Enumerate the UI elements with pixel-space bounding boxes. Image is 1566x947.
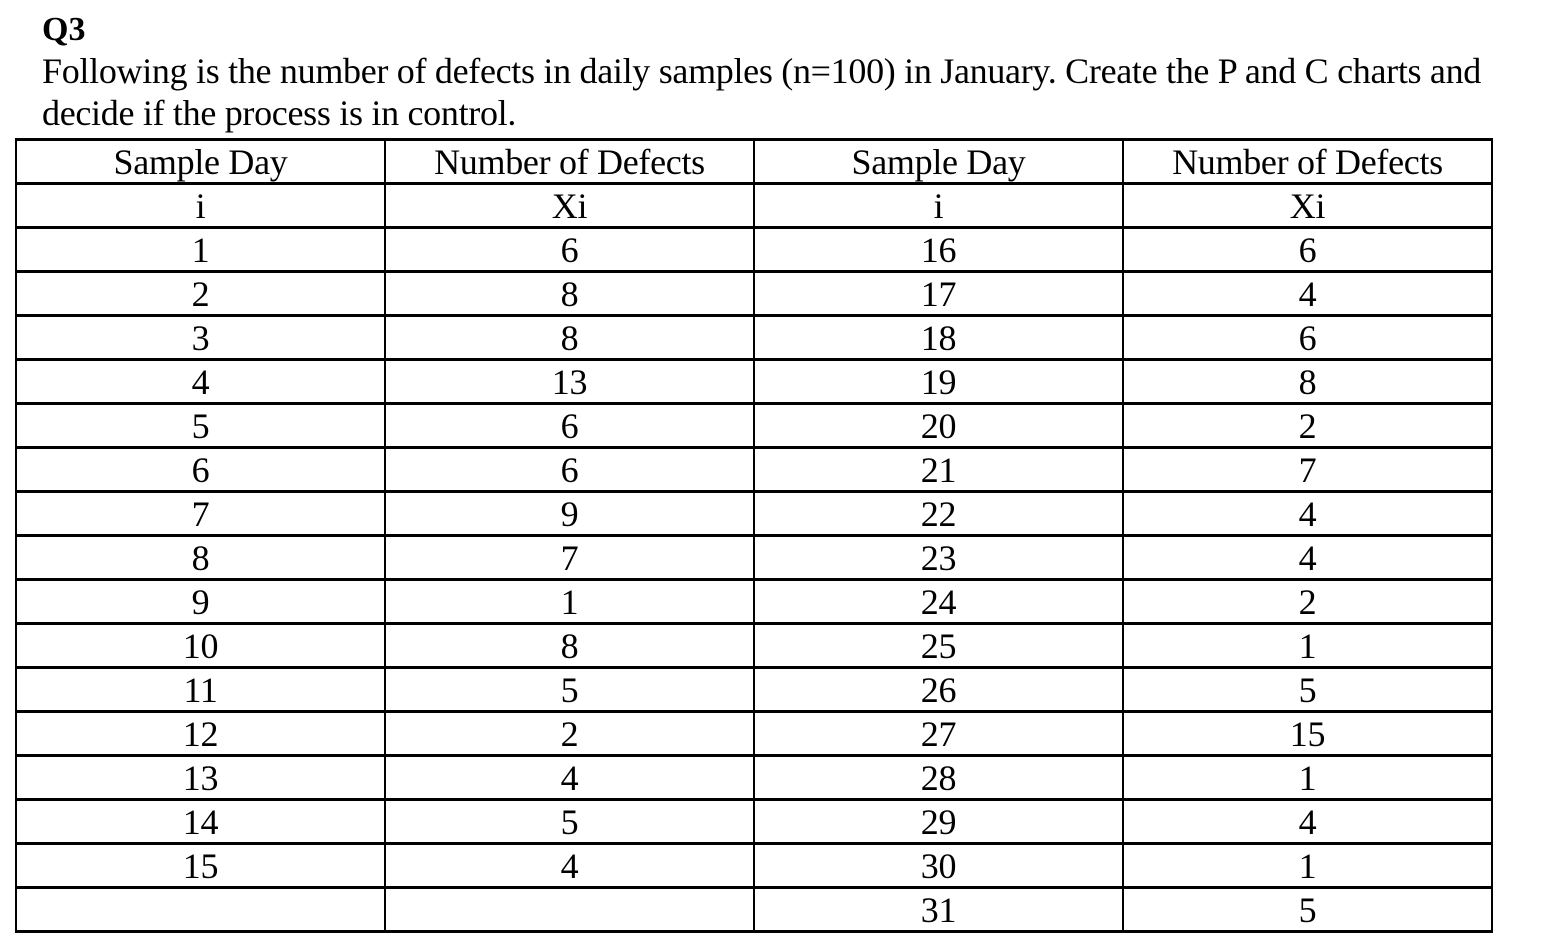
table-row: 8 7 23 4 <box>15 534 1493 581</box>
table-row: 12 2 27 15 <box>15 710 1493 757</box>
table-cell: 1 <box>384 578 755 625</box>
table-cell: 5 <box>384 666 755 713</box>
table-cell: 4 <box>1122 534 1493 581</box>
table-cell: 6 <box>384 226 755 273</box>
table-row: 11 5 26 5 <box>15 666 1493 713</box>
table-cell: 5 <box>1122 886 1493 933</box>
table-cell: 13 <box>384 358 755 405</box>
question-text-line-2: decide if the process is in control. <box>42 93 517 133</box>
table-row: 2 8 17 4 <box>15 270 1493 317</box>
table-cell: 8 <box>1122 358 1493 405</box>
table-cell: 17 <box>753 270 1124 317</box>
table-row: 9 1 24 2 <box>15 578 1493 625</box>
question-text-line-1: Following is the number of defects in da… <box>42 51 1482 91</box>
table-cell: 30 <box>753 842 1124 889</box>
table-cell: 6 <box>15 446 386 493</box>
table-row: 5 6 20 2 <box>15 402 1493 449</box>
column-header-defects-right: Number of Defects <box>1122 138 1493 185</box>
table-cell: 8 <box>384 270 755 317</box>
table-cell: 11 <box>15 666 386 713</box>
table-cell: 2 <box>1122 578 1493 625</box>
subheader-i-left: i <box>15 182 386 229</box>
table-cell: 13 <box>15 754 386 801</box>
table-cell: 2 <box>1122 402 1493 449</box>
table-cell: 8 <box>384 314 755 361</box>
table-cell <box>15 886 386 933</box>
table-cell: 7 <box>1122 446 1493 493</box>
table-cell: 1 <box>1122 622 1493 669</box>
table-cell: 6 <box>384 446 755 493</box>
table-cell: 14 <box>15 798 386 845</box>
table-cell: 4 <box>1122 798 1493 845</box>
table-cell: 4 <box>384 754 755 801</box>
table-cell: 24 <box>753 578 1124 625</box>
table-row: 14 5 29 4 <box>15 798 1493 845</box>
table-cell: 2 <box>15 270 386 317</box>
column-header-defects-left: Number of Defects <box>384 138 755 185</box>
table-row: 13 4 28 1 <box>15 754 1493 801</box>
table-cell: 3 <box>15 314 386 361</box>
table-row: 6 6 21 7 <box>15 446 1493 493</box>
table-cell: 6 <box>1122 314 1493 361</box>
table-cell: 6 <box>384 402 755 449</box>
table-cell: 15 <box>15 842 386 889</box>
table-cell: 2 <box>384 710 755 757</box>
table-cell: 4 <box>384 842 755 889</box>
table-cell: 1 <box>1122 842 1493 889</box>
table-cell: 8 <box>384 622 755 669</box>
table-cell <box>384 886 755 933</box>
table-row: 1 6 16 6 <box>15 226 1493 273</box>
column-header-sample-day-left: Sample Day <box>15 138 386 185</box>
table-cell: 16 <box>753 226 1124 273</box>
subheader-i-right: i <box>753 182 1124 229</box>
table-cell: 9 <box>384 490 755 537</box>
table-cell: 18 <box>753 314 1124 361</box>
table-cell: 1 <box>15 226 386 273</box>
header-row: Sample Day Number of Defects Sample Day … <box>15 138 1493 185</box>
table-cell: 12 <box>15 710 386 757</box>
column-header-sample-day-right: Sample Day <box>753 138 1124 185</box>
table-cell: 7 <box>384 534 755 581</box>
table-row: 31 5 <box>15 886 1493 933</box>
table-cell: 7 <box>15 490 386 537</box>
table-row: 10 8 25 1 <box>15 622 1493 669</box>
table-cell: 25 <box>753 622 1124 669</box>
table-cell: 9 <box>15 578 386 625</box>
table-cell: 6 <box>1122 226 1493 273</box>
table-row: 3 8 18 6 <box>15 314 1493 361</box>
table-row: 7 9 22 4 <box>15 490 1493 537</box>
table-cell: 1 <box>1122 754 1493 801</box>
subheader-xi-right: Xi <box>1122 182 1493 229</box>
table-cell: 5 <box>384 798 755 845</box>
table-cell: 27 <box>753 710 1124 757</box>
table-cell: 20 <box>753 402 1124 449</box>
table-cell: 26 <box>753 666 1124 713</box>
subheader-row: i Xi i Xi <box>15 182 1493 229</box>
table-cell: 21 <box>753 446 1124 493</box>
table-cell: 4 <box>1122 490 1493 537</box>
table-cell: 15 <box>1122 710 1493 757</box>
table-cell: 10 <box>15 622 386 669</box>
table-cell: 5 <box>15 402 386 449</box>
table-cell: 22 <box>753 490 1124 537</box>
defects-table: Sample Day Number of Defects Sample Day … <box>15 138 1493 933</box>
table-cell: 28 <box>753 754 1124 801</box>
table-cell: 29 <box>753 798 1124 845</box>
question-number: Q3 <box>42 11 86 48</box>
subheader-xi-left: Xi <box>384 182 755 229</box>
table-cell: 23 <box>753 534 1124 581</box>
table-cell: 4 <box>15 358 386 405</box>
table-cell: 19 <box>753 358 1124 405</box>
table-cell: 8 <box>15 534 386 581</box>
table-cell: 31 <box>753 886 1124 933</box>
table-row: 4 13 19 8 <box>15 358 1493 405</box>
question-text: Following is the number of defects in da… <box>0 50 1566 134</box>
table-row: 15 4 30 1 <box>15 842 1493 889</box>
table-cell: 5 <box>1122 666 1493 713</box>
table-cell: 4 <box>1122 270 1493 317</box>
